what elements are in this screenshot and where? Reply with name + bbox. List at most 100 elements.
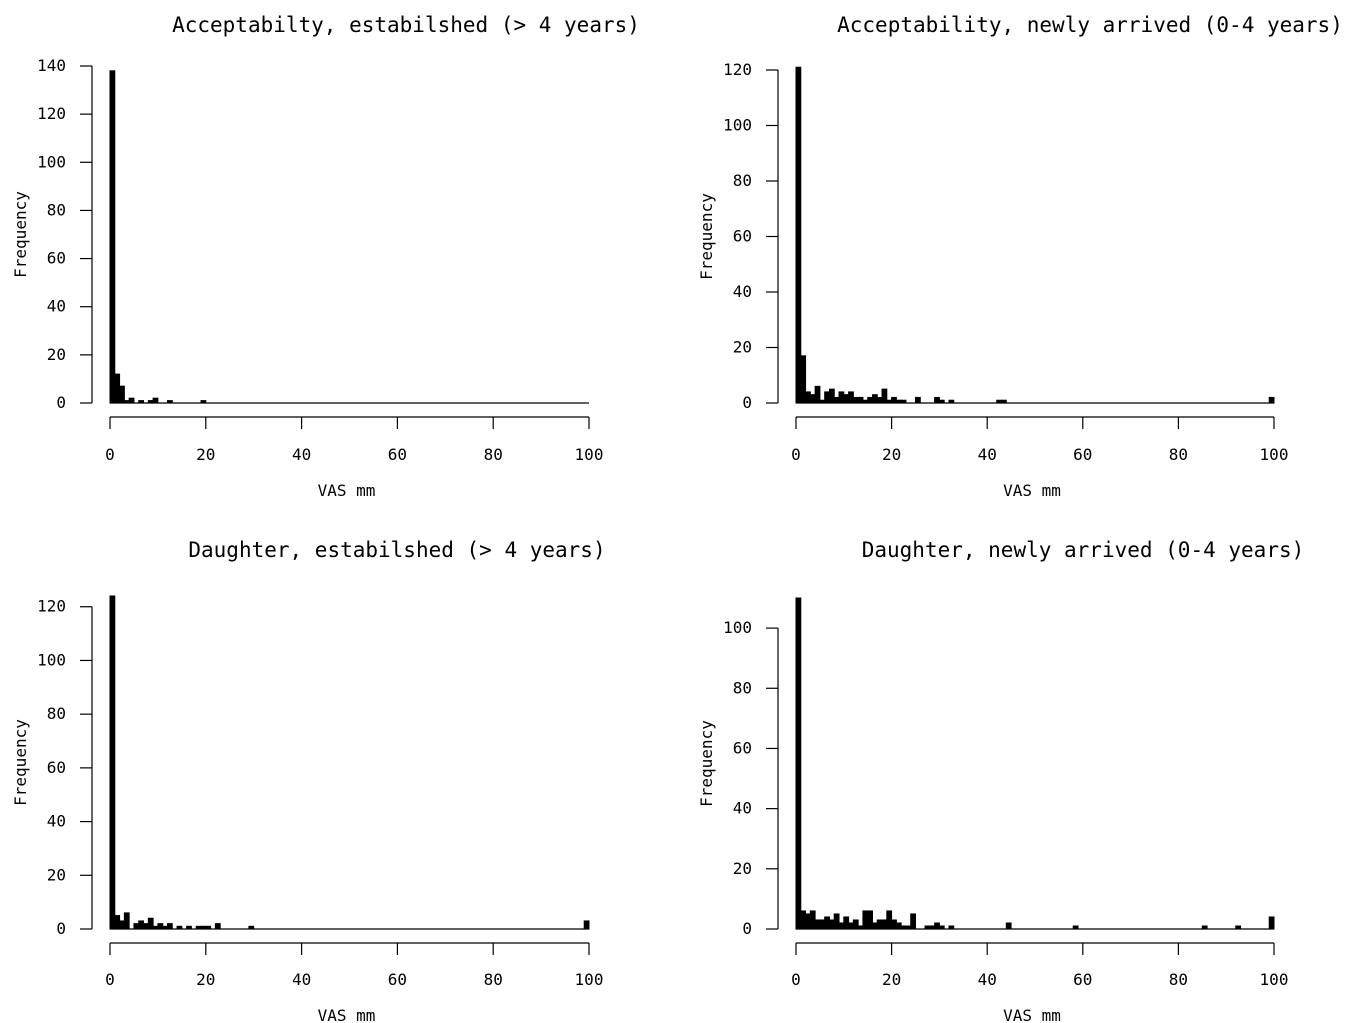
- y-tick-label: 80: [733, 678, 752, 697]
- x-tick-label: 60: [1073, 970, 1092, 989]
- histogram-bar: [910, 913, 916, 930]
- x-axis-label: VAS mm: [318, 1006, 376, 1023]
- x-tick-label: 60: [1073, 445, 1092, 464]
- histogram-bar: [795, 597, 802, 930]
- y-tick-label: 60: [733, 738, 752, 757]
- histogram-bar: [133, 923, 140, 930]
- histogram-bar: [852, 396, 859, 404]
- x-tick-label: 80: [484, 445, 503, 464]
- histogram-bar: [848, 391, 854, 404]
- histogram-panel-4: Daughter, newly arrived (0-4 years) 0 20 40…: [697, 538, 1304, 1023]
- y-tick-label: 120: [723, 60, 752, 79]
- histogram-bar: [838, 391, 845, 404]
- histogram-bar: [852, 919, 859, 930]
- y-tick-label: 140: [37, 56, 66, 75]
- histogram-bar: [109, 595, 116, 930]
- x-tick-label: 80: [1169, 970, 1188, 989]
- histogram-bar: [833, 913, 840, 930]
- histogram-panel-1: Acceptabilty, estabilshed (> 4 years) 0 20…: [11, 13, 640, 500]
- histogram-bar: [881, 388, 888, 404]
- panel-title: Acceptability, newly arrived (0-4 years): [837, 13, 1343, 37]
- x-tick-label: 60: [388, 970, 407, 989]
- y-tick-label: 80: [733, 171, 752, 190]
- histogram-bar: [867, 396, 873, 404]
- histogram-bar: [1268, 396, 1275, 404]
- histogram-bar: [867, 910, 873, 930]
- x-tick-label: 20: [882, 970, 901, 989]
- histogram-bar: [809, 394, 816, 404]
- y-tick-label: 80: [47, 704, 66, 723]
- y-tick-label: 40: [47, 297, 66, 316]
- y-tick-label: 20: [47, 345, 66, 364]
- x-tick-label: 40: [978, 970, 997, 989]
- histogram-bar: [119, 920, 125, 930]
- x-axis-label: VAS mm: [1003, 1006, 1061, 1023]
- histogram-bar: [157, 923, 164, 930]
- y-tick-label: 20: [733, 859, 752, 878]
- x-tick-label: 60: [388, 445, 407, 464]
- panel-title: Daughter, newly arrived (0-4 years): [862, 538, 1305, 562]
- histogram-bar: [886, 910, 893, 930]
- x-tick-label: 0: [105, 970, 115, 989]
- histogram-bar: [895, 922, 902, 930]
- histogram-bar: [1005, 922, 1012, 930]
- y-tick-label: 40: [733, 799, 752, 818]
- histogram-bar: [805, 391, 811, 404]
- histogram-bar: [143, 923, 149, 930]
- histogram-bar: [833, 396, 840, 404]
- histogram-bar: [795, 66, 802, 404]
- histogram-bar: [138, 920, 145, 930]
- histogram-bar: [828, 388, 835, 404]
- y-axis-label: Frequency: [11, 719, 30, 806]
- panel-title: Acceptabilty, estabilshed (> 4 years): [172, 13, 640, 37]
- y-tick-label: 0: [56, 919, 66, 938]
- histogram-bar: [814, 385, 821, 404]
- x-axis-label: VAS mm: [1003, 481, 1061, 500]
- x-tick-label: 40: [978, 445, 997, 464]
- histogram-bar: [109, 70, 116, 404]
- x-axis-label: VAS mm: [318, 481, 376, 500]
- histogram-bar: [166, 923, 173, 930]
- y-tick-label: 100: [37, 650, 66, 669]
- y-tick-label: 20: [733, 338, 752, 357]
- histogram-bar: [876, 396, 883, 404]
- histogram-bar: [862, 910, 869, 930]
- histogram-bar: [800, 910, 807, 930]
- histogram-bar: [824, 391, 830, 404]
- x-tick-label: 100: [575, 445, 604, 464]
- x-tick-label: 100: [575, 970, 604, 989]
- histogram-bar: [871, 394, 878, 404]
- histogram-bar: [114, 915, 121, 930]
- y-axis-label: Frequency: [697, 193, 716, 280]
- histogram-bar: [814, 919, 821, 930]
- histogram-bar: [891, 396, 897, 404]
- histogram-bar: [881, 919, 888, 930]
- y-tick-label: 100: [723, 116, 752, 135]
- x-tick-label: 100: [1260, 445, 1289, 464]
- histogram-bar: [805, 913, 811, 930]
- y-tick-label: 0: [742, 919, 752, 938]
- histogram-bar: [915, 396, 921, 404]
- x-tick-label: 20: [196, 445, 215, 464]
- histogram-bar: [843, 916, 850, 930]
- x-tick-label: 20: [882, 445, 901, 464]
- x-tick-label: 0: [105, 445, 115, 464]
- y-axis-label: Frequency: [11, 191, 30, 278]
- histogram-bar: [934, 396, 940, 404]
- x-tick-label: 40: [292, 970, 311, 989]
- x-tick-label: 0: [791, 970, 801, 989]
- y-tick-label: 100: [723, 618, 752, 637]
- histogram-bar: [828, 919, 835, 930]
- histogram-bar: [857, 396, 864, 404]
- histogram-bar: [819, 919, 826, 930]
- y-tick-label: 60: [47, 249, 66, 268]
- y-tick-label: 0: [742, 393, 752, 412]
- histogram-bar: [214, 923, 221, 930]
- histogram-bar: [800, 355, 807, 404]
- histogram-bar: [119, 385, 125, 404]
- histogram-panel-2: Acceptability, newly arrived (0-4 years)…: [697, 13, 1343, 500]
- x-tick-label: 40: [292, 445, 311, 464]
- x-tick-label: 100: [1260, 970, 1289, 989]
- histogram-bar: [128, 397, 135, 404]
